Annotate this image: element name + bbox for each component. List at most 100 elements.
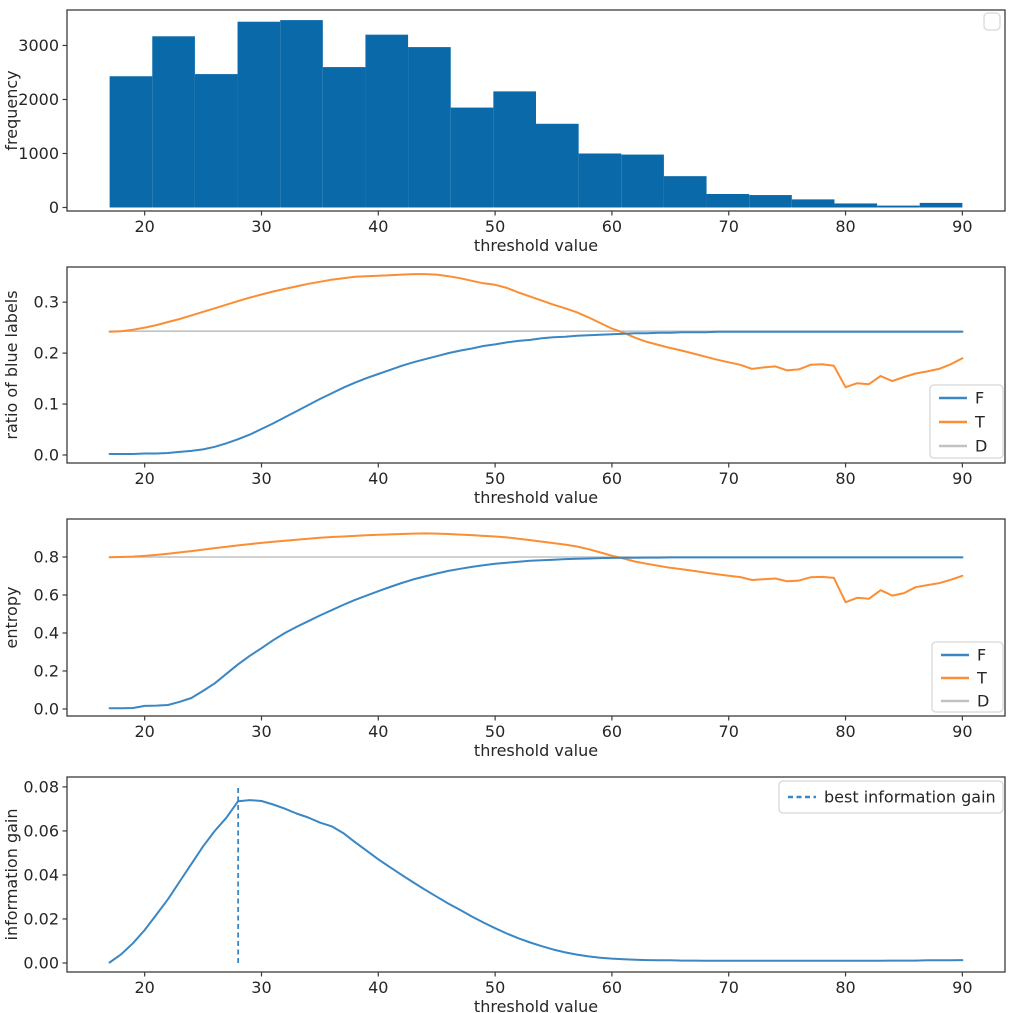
hist-bar [365, 34, 409, 208]
legend-label: F [977, 646, 986, 665]
x-tick-label: 90 [952, 722, 972, 741]
y-tick-label: 2000 [18, 90, 59, 109]
hist-bar [280, 20, 323, 208]
y-axis-label: information gain [2, 809, 21, 941]
x-tick-label: 50 [485, 217, 505, 236]
y-tick-label: 0.02 [23, 909, 59, 928]
x-tick-label: 60 [602, 722, 622, 741]
hist-bar [493, 91, 536, 208]
legend-box-empty [983, 12, 1001, 31]
hist-bar [749, 195, 792, 208]
hist-bar [919, 202, 963, 208]
gain-panel: 20 30 40 50 60 70 80 90 0.00 0.02 0.04 0.06 0.08 thre… [2, 776, 1006, 1013]
y-tick-label: 0.08 [23, 777, 59, 796]
y-tick-label: 0.1 [34, 395, 59, 414]
hist-bar [791, 199, 835, 208]
hist-bar [408, 47, 451, 208]
hist-bar [237, 21, 281, 208]
hist-bar [450, 107, 494, 208]
hist-bar [877, 205, 920, 208]
x-tick-label: 20 [135, 217, 155, 236]
x-tick-label: 40 [368, 217, 388, 236]
x-tick-label: 60 [602, 217, 622, 236]
x-axis-label: threshold value [474, 488, 598, 507]
legend-label: D [977, 692, 989, 711]
x-tick-label: 80 [835, 722, 855, 741]
y-tick-label: 0.00 [23, 953, 59, 972]
series-T [108, 532, 964, 604]
x-tick-label: 70 [719, 722, 739, 741]
legend-label: T [974, 413, 985, 432]
y-axis-label: frequency [2, 70, 21, 150]
x-tick-label: 20 [135, 722, 155, 741]
y-tick-label: 0.4 [34, 623, 59, 642]
x-tick-label: 70 [719, 469, 739, 488]
x-tick-label: 20 [135, 469, 155, 488]
y-tick-label: 0.0 [34, 699, 59, 718]
y-tick-label: 0.06 [23, 821, 59, 840]
legend-label: best information gain [824, 788, 996, 807]
x-tick-label: 90 [952, 469, 972, 488]
x-tick-label: 70 [719, 217, 739, 236]
series-F [108, 556, 964, 710]
x-tick-label: 80 [835, 217, 855, 236]
y-axis-label: ratio of blue labels [2, 290, 21, 439]
hist-bar [621, 154, 664, 208]
x-tick-label: 40 [368, 722, 388, 741]
x-tick-label: 50 [485, 469, 505, 488]
x-axis-label: threshold value [474, 236, 598, 255]
hist-bar [152, 36, 195, 208]
x-tick-label: 30 [251, 217, 271, 236]
y-tick-label: 0.04 [23, 865, 59, 884]
x-tick-label: 70 [719, 978, 739, 997]
y-tick-label: 0.2 [34, 344, 59, 363]
axes-spines [66, 9, 1006, 212]
y-tick-label: 3000 [18, 36, 59, 55]
x-tick-label: 30 [251, 978, 271, 997]
y-tick-label: 0.2 [34, 661, 59, 680]
legend-label: T [976, 669, 987, 688]
y-tick-label: 0.6 [34, 585, 59, 604]
hist-bar [578, 153, 622, 208]
hist-bar [322, 67, 366, 208]
legend-label: F [975, 389, 984, 408]
histogram-panel: 20 30 40 50 60 70 80 90 0 1000 2000 3000 threshold v… [2, 9, 1006, 255]
x-axis-label: threshold value [474, 997, 598, 1013]
x-tick-label: 40 [368, 978, 388, 997]
legend-box [778, 780, 1004, 814]
x-tick-label: 60 [602, 469, 622, 488]
legend-label: D [975, 437, 987, 456]
x-axis-label: threshold value [474, 741, 598, 760]
x-tick-label: 80 [835, 978, 855, 997]
hist-bar [536, 123, 579, 208]
x-tick-label: 30 [251, 722, 271, 741]
hist-bar [706, 193, 750, 208]
axes-spines [66, 266, 1006, 464]
x-tick-label: 50 [485, 978, 505, 997]
y-tick-label: 0 [49, 198, 59, 217]
y-axis-label: entropy [2, 587, 21, 649]
x-tick-label: 30 [251, 469, 271, 488]
x-tick-label: 60 [602, 978, 622, 997]
hist-bar [834, 203, 878, 208]
y-tick-label: 0.3 [34, 293, 59, 312]
series-T [108, 273, 964, 389]
axes-spines [66, 518, 1006, 717]
series-information gain [108, 799, 964, 964]
x-tick-label: 40 [368, 469, 388, 488]
x-tick-label: 50 [485, 722, 505, 741]
x-tick-label: 90 [952, 217, 972, 236]
hist-bar [663, 176, 707, 208]
x-tick-label: 20 [135, 978, 155, 997]
series-F [108, 330, 964, 455]
ratio-panel: 20 30 40 50 60 70 80 90 0.0 0.1 0.2 0.3 threshold va… [2, 266, 1006, 507]
y-tick-label: 0.8 [34, 547, 59, 566]
y-tick-label: 1000 [18, 144, 59, 163]
entropy-panel: 20 30 40 50 60 70 80 90 0.0 0.2 0.4 0.6 0.8 threshold… [2, 518, 1006, 760]
y-tick-label: 0.0 [34, 446, 59, 465]
x-tick-label: 80 [835, 469, 855, 488]
hist-bar [109, 76, 153, 208]
x-tick-label: 90 [952, 978, 972, 997]
